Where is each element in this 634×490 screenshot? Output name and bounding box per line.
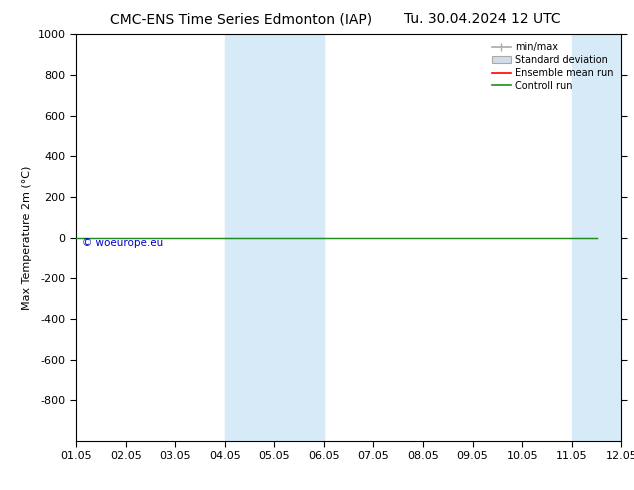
- Bar: [572, 34, 634, 441]
- Bar: [275, 34, 324, 441]
- Text: Tu. 30.04.2024 12 UTC: Tu. 30.04.2024 12 UTC: [403, 12, 560, 26]
- Y-axis label: Max Temperature 2m (°C): Max Temperature 2m (°C): [22, 166, 32, 310]
- Bar: [225, 34, 275, 441]
- Legend: min/max, Standard deviation, Ensemble mean run, Controll run: min/max, Standard deviation, Ensemble me…: [489, 39, 616, 94]
- Text: © woeurope.eu: © woeurope.eu: [82, 238, 163, 247]
- Text: CMC-ENS Time Series Edmonton (IAP): CMC-ENS Time Series Edmonton (IAP): [110, 12, 372, 26]
